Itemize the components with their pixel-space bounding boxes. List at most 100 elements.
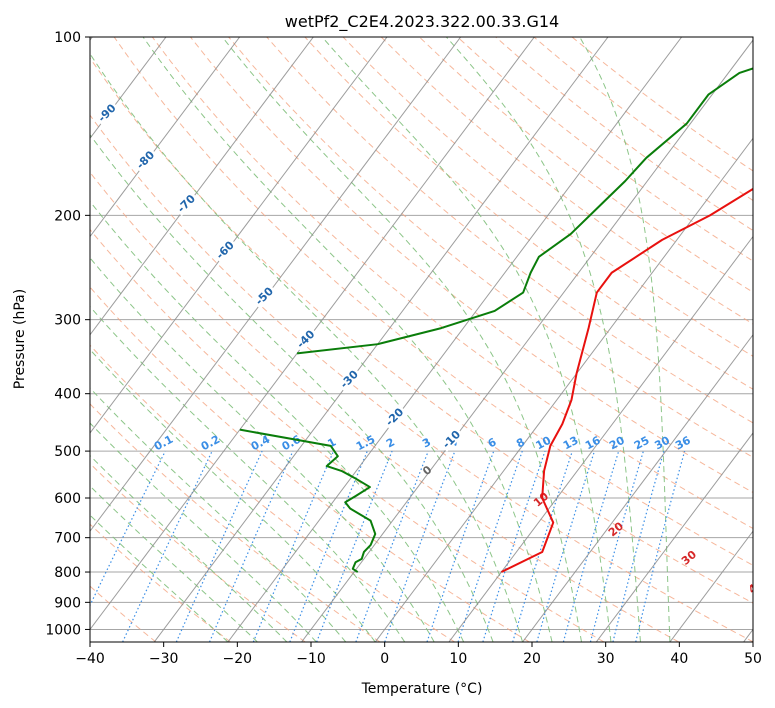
dry-adiabat <box>495 37 753 232</box>
isotherms <box>90 37 753 642</box>
dry-adiabat <box>380 37 753 325</box>
y-tick-label: 600 <box>54 491 81 507</box>
line-labels: 0.10.20.40.611.52346810131620253036-100-… <box>59 46 753 596</box>
x-tick-label: 30 <box>597 651 615 667</box>
svg-text:-100: -100 <box>59 46 88 75</box>
moist-adiabat <box>321 37 612 642</box>
dry-adiabat <box>419 37 753 293</box>
mixing-ratio-label: 25 <box>632 434 652 453</box>
dry-adiabat <box>90 462 306 642</box>
y-tick-label: 1000 <box>45 622 81 638</box>
dry-adiabat <box>90 171 680 642</box>
y-tick-label: 700 <box>54 531 81 547</box>
isotherm-label: -100 <box>59 46 88 75</box>
x-tick-label: 40 <box>670 651 688 667</box>
x-axis-title: Temperature (°C) <box>361 681 483 697</box>
mixing-ratio-line <box>175 450 263 642</box>
isotherm <box>595 432 753 642</box>
y-tick-label: 100 <box>54 30 81 46</box>
mixing-ratio-label: 0.2 <box>199 433 222 454</box>
x-tick-label: −30 <box>149 651 179 667</box>
mixing-ratio-line <box>122 450 213 642</box>
mixing-ratio-line <box>426 450 495 642</box>
isotherm <box>301 39 753 642</box>
mixing-ratio-line <box>457 450 523 642</box>
dry-adiabat <box>90 585 157 642</box>
dry-adiabat <box>90 57 753 604</box>
moist-adiabat <box>579 37 671 642</box>
dry-adiabat <box>151 37 753 530</box>
moist-adiabat <box>445 37 641 642</box>
mixing-ratio-lines <box>90 450 686 642</box>
mixing-ratio-line <box>208 450 294 642</box>
y-tick-label: 200 <box>54 208 81 224</box>
moist-adiabat-label: 0 <box>420 463 434 478</box>
dry-adiabat <box>113 37 753 566</box>
dry-adiabat <box>90 344 455 642</box>
mixing-ratio-line <box>289 450 368 642</box>
mixing-ratio-label: 1.5 <box>354 433 377 454</box>
chart-title: wetPf2_C2E4.2023.322.00.33.G14 <box>285 12 559 32</box>
x-axis: −40 −30 −20 −10 0 10 20 30 40 50 <box>75 642 762 667</box>
moist-adiabat <box>90 200 465 642</box>
x-tick-label: −10 <box>296 651 326 667</box>
mixing-ratio-line <box>536 450 596 642</box>
dry-adiabat <box>90 286 530 642</box>
mixing-ratio-label: 10 <box>534 434 554 453</box>
moist-adiabat <box>90 387 347 642</box>
mixing-ratio-line <box>316 450 393 642</box>
x-tick-label: −40 <box>75 651 105 667</box>
moist-adiabat <box>90 514 229 642</box>
y-tick-label: 800 <box>54 565 81 581</box>
mixing-ratio-label: 3 <box>420 435 433 450</box>
plot-frame <box>89 36 754 643</box>
temperature-line <box>500 187 753 573</box>
mixing-ratio-line <box>562 450 620 642</box>
x-tick-label: 20 <box>523 651 541 667</box>
dry-adiabat <box>190 37 753 494</box>
mixing-ratio-line <box>90 450 166 607</box>
mixing-ratio-line <box>482 450 546 642</box>
mixing-ratio-label: 13 <box>561 434 581 453</box>
isotherm <box>90 37 388 434</box>
isotherm <box>153 37 609 642</box>
mixing-ratio-label: 8 <box>514 435 527 450</box>
y-axis: 100 200 300 400 500 600 700 800 900 1000 <box>45 30 90 638</box>
dry-adiabat <box>342 37 753 357</box>
mixing-ratio-line <box>384 450 456 642</box>
isotherm <box>90 37 462 533</box>
isotherm <box>669 530 753 642</box>
moist-adiabat <box>90 422 317 642</box>
x-tick-label: 10 <box>449 651 467 667</box>
mixing-ratio-label: 0.1 <box>152 433 175 454</box>
mixing-ratio-line <box>252 450 335 642</box>
mixing-ratio-label: 0.6 <box>280 433 304 454</box>
dry-adiabat <box>457 37 753 262</box>
moist-adiabat <box>142 37 553 642</box>
dry-adiabat <box>533 37 753 202</box>
y-tick-label: 300 <box>54 313 81 329</box>
moist-adiabat <box>90 348 376 642</box>
dry-adiabat <box>90 228 605 642</box>
mixing-ratio-label: 30 <box>652 434 672 453</box>
moist-adiabats <box>90 37 671 642</box>
dewpoint_upper-line <box>296 67 753 355</box>
moist-adiabat <box>90 52 524 642</box>
moist-adiabat <box>90 485 258 642</box>
x-tick-label: −20 <box>223 651 253 667</box>
pressure-grid <box>90 37 753 630</box>
mixing-ratio-line <box>612 450 665 642</box>
mixing-ratio-label: 36 <box>673 434 693 453</box>
isotherm <box>448 235 753 642</box>
mixing-ratio-line <box>512 450 573 642</box>
isotherm <box>90 37 241 238</box>
moist-adiabat <box>90 305 406 642</box>
profiles <box>239 67 753 573</box>
mixing-ratio-label: 20 <box>607 434 627 453</box>
dewpoint-line <box>239 428 377 573</box>
dry-adiabat <box>90 403 381 642</box>
y-tick-label: 400 <box>54 387 81 403</box>
isotherm <box>374 137 753 642</box>
dry-adiabat <box>90 523 231 642</box>
